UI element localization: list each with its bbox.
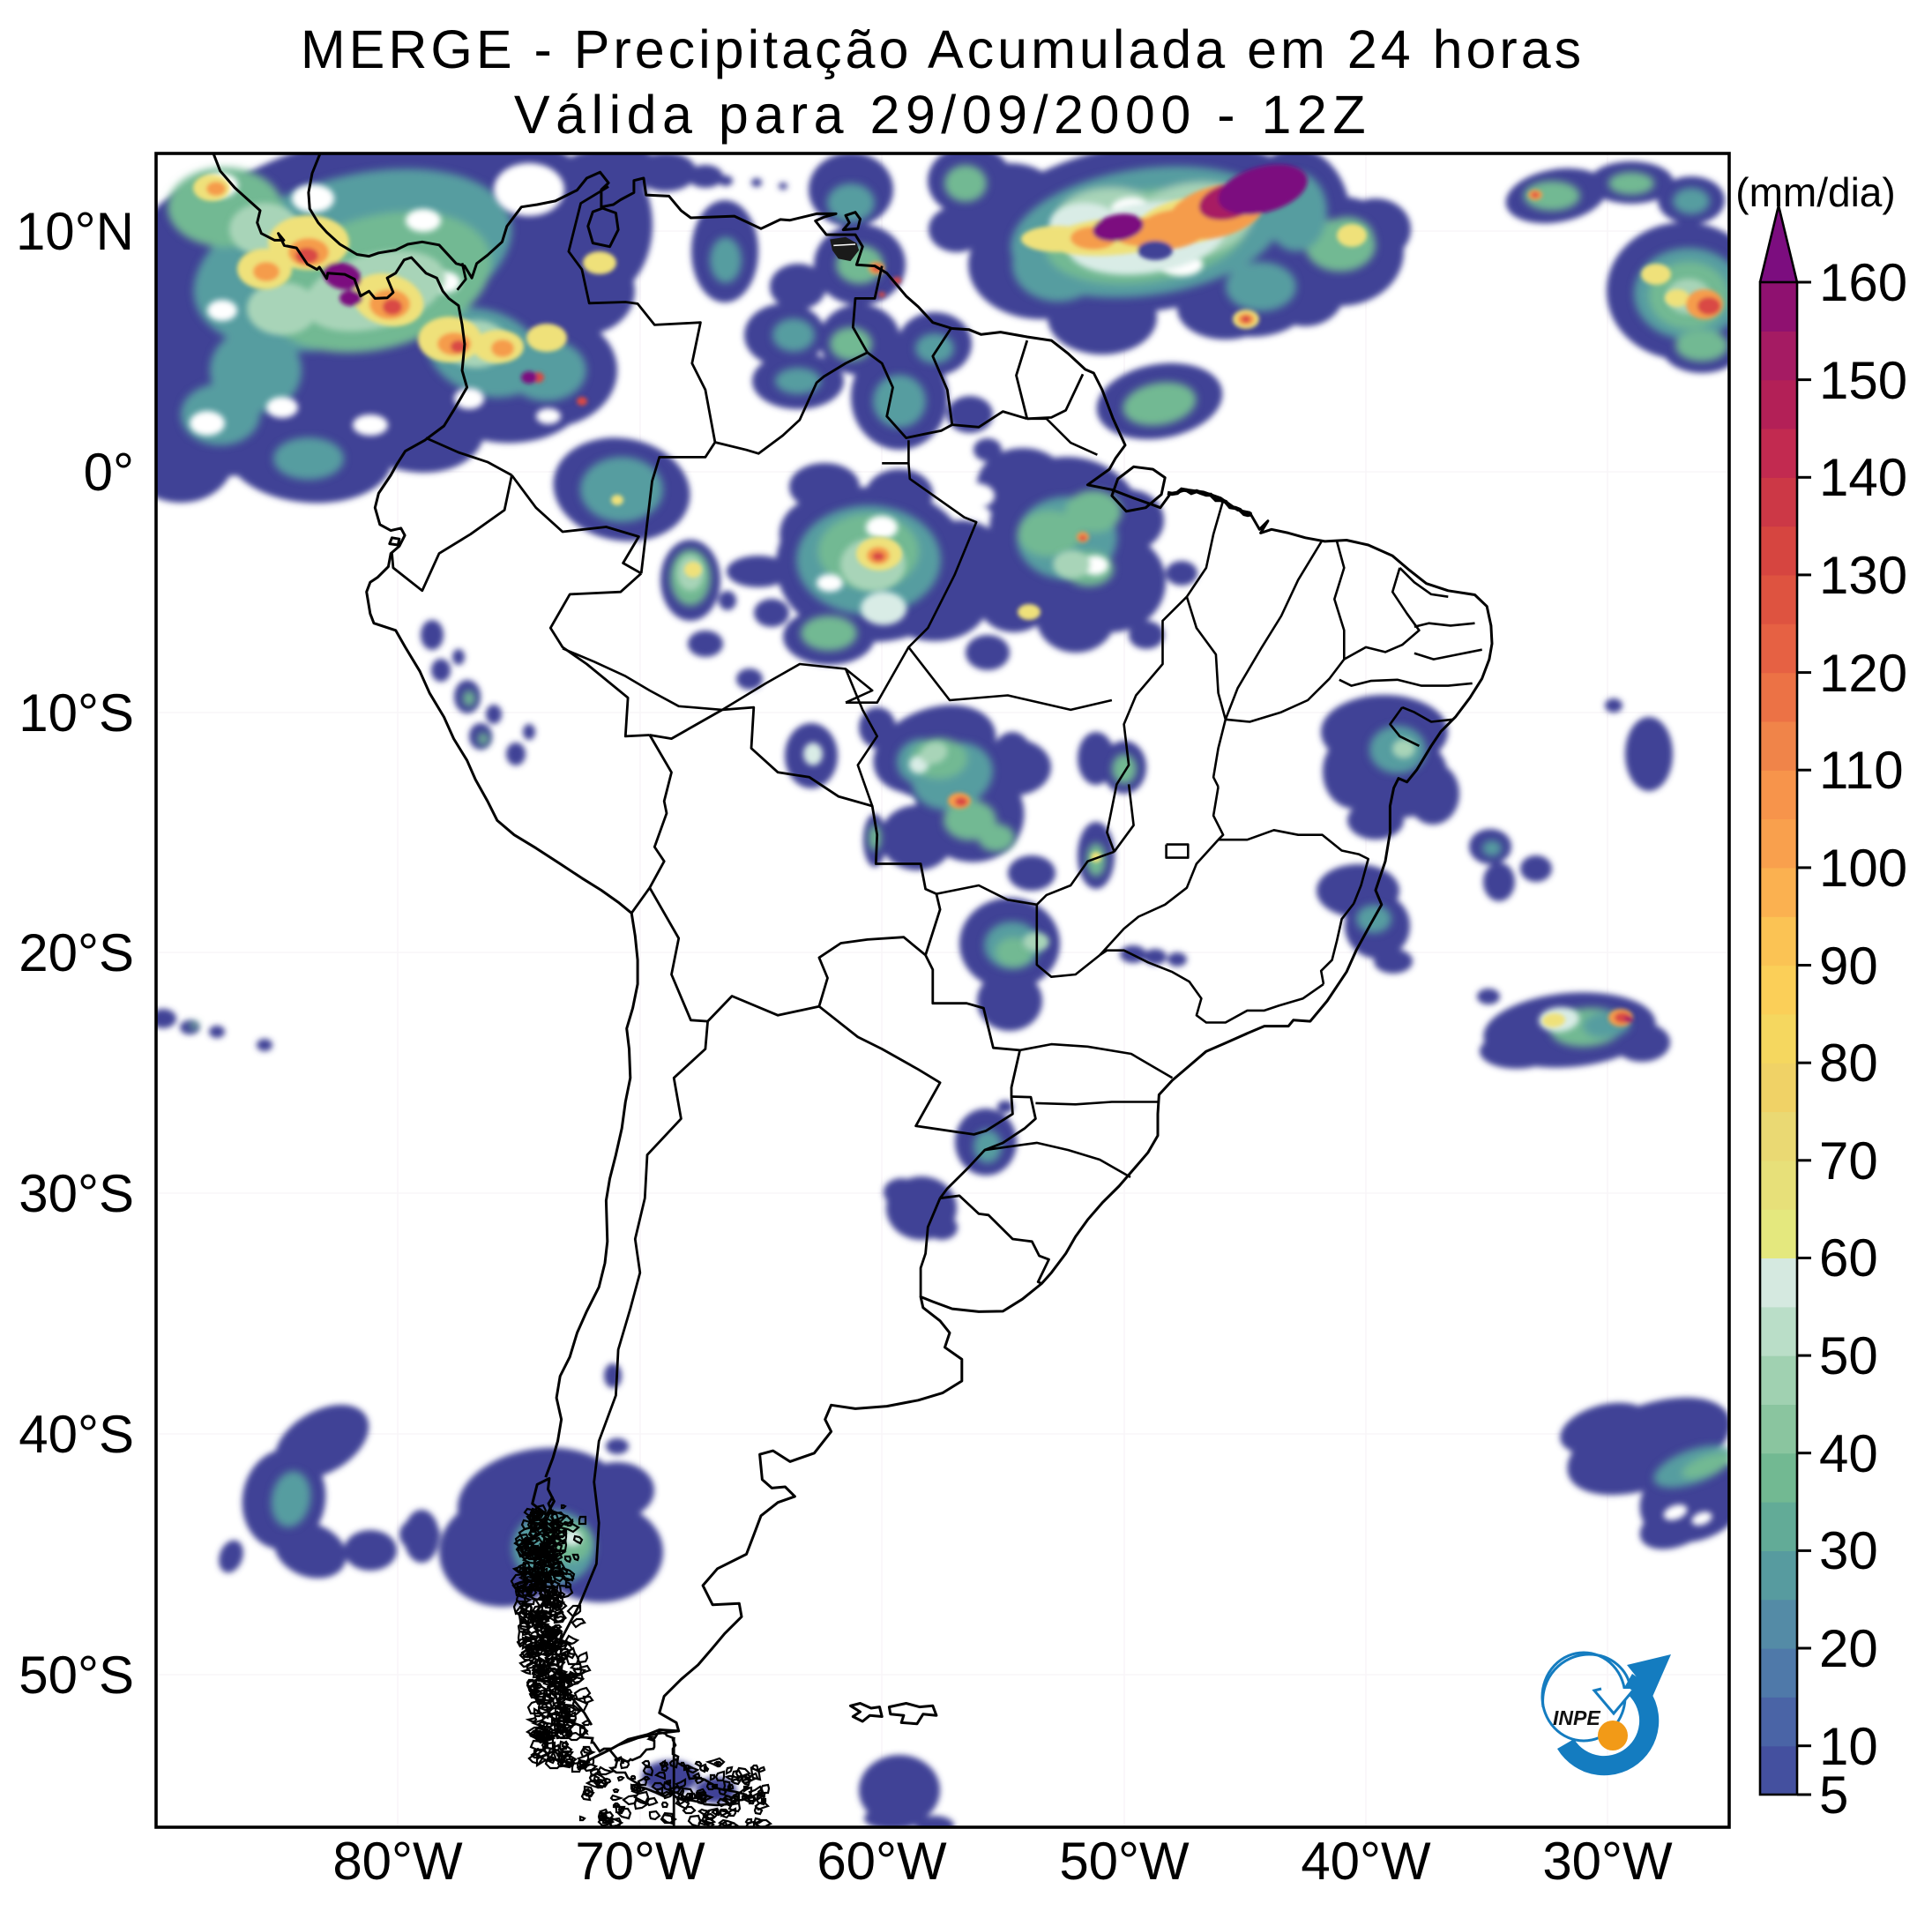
svg-text:60°W: 60°W	[817, 1832, 947, 1891]
svg-text:80°W: 80°W	[332, 1832, 463, 1891]
svg-text:5: 5	[1819, 1765, 1848, 1825]
svg-text:INPE: INPE	[1553, 1706, 1600, 1729]
svg-text:40°S: 40°S	[19, 1405, 134, 1464]
svg-text:150: 150	[1819, 351, 1907, 410]
svg-text:50°W: 50°W	[1059, 1832, 1190, 1891]
svg-text:40: 40	[1819, 1424, 1878, 1483]
svg-text:100: 100	[1819, 839, 1907, 898]
svg-text:Válida para 29/09/2000 - 12Z: Válida para 29/09/2000 - 12Z	[514, 85, 1371, 145]
svg-text:70°W: 70°W	[575, 1832, 705, 1891]
svg-text:10°S: 10°S	[19, 683, 134, 743]
svg-text:30°W: 30°W	[1542, 1832, 1673, 1891]
svg-text:10: 10	[1819, 1717, 1878, 1776]
svg-text:10°N: 10°N	[16, 202, 134, 261]
svg-text:40°W: 40°W	[1301, 1832, 1431, 1891]
svg-text:30°S: 30°S	[19, 1164, 134, 1223]
svg-text:20: 20	[1819, 1619, 1878, 1678]
svg-text:110: 110	[1819, 741, 1904, 800]
svg-text:140: 140	[1819, 448, 1907, 507]
svg-text:70: 70	[1819, 1131, 1878, 1191]
svg-text:120: 120	[1819, 644, 1907, 703]
svg-text:80: 80	[1819, 1034, 1878, 1093]
svg-text:160: 160	[1819, 253, 1907, 312]
svg-text:90: 90	[1819, 937, 1878, 996]
svg-text:50: 50	[1819, 1326, 1878, 1385]
svg-text:20°S: 20°S	[19, 923, 134, 982]
svg-text:(mm/dia): (mm/dia)	[1735, 169, 1895, 215]
svg-text:130: 130	[1819, 546, 1907, 605]
svg-text:50°S: 50°S	[19, 1646, 134, 1705]
svg-text:30: 30	[1819, 1521, 1878, 1580]
svg-text:MERGE - Precipitação Acumulada: MERGE - Precipitação Acumulada em 24 hor…	[301, 19, 1585, 79]
svg-text:0°: 0°	[84, 443, 134, 502]
svg-text:60: 60	[1819, 1228, 1878, 1288]
